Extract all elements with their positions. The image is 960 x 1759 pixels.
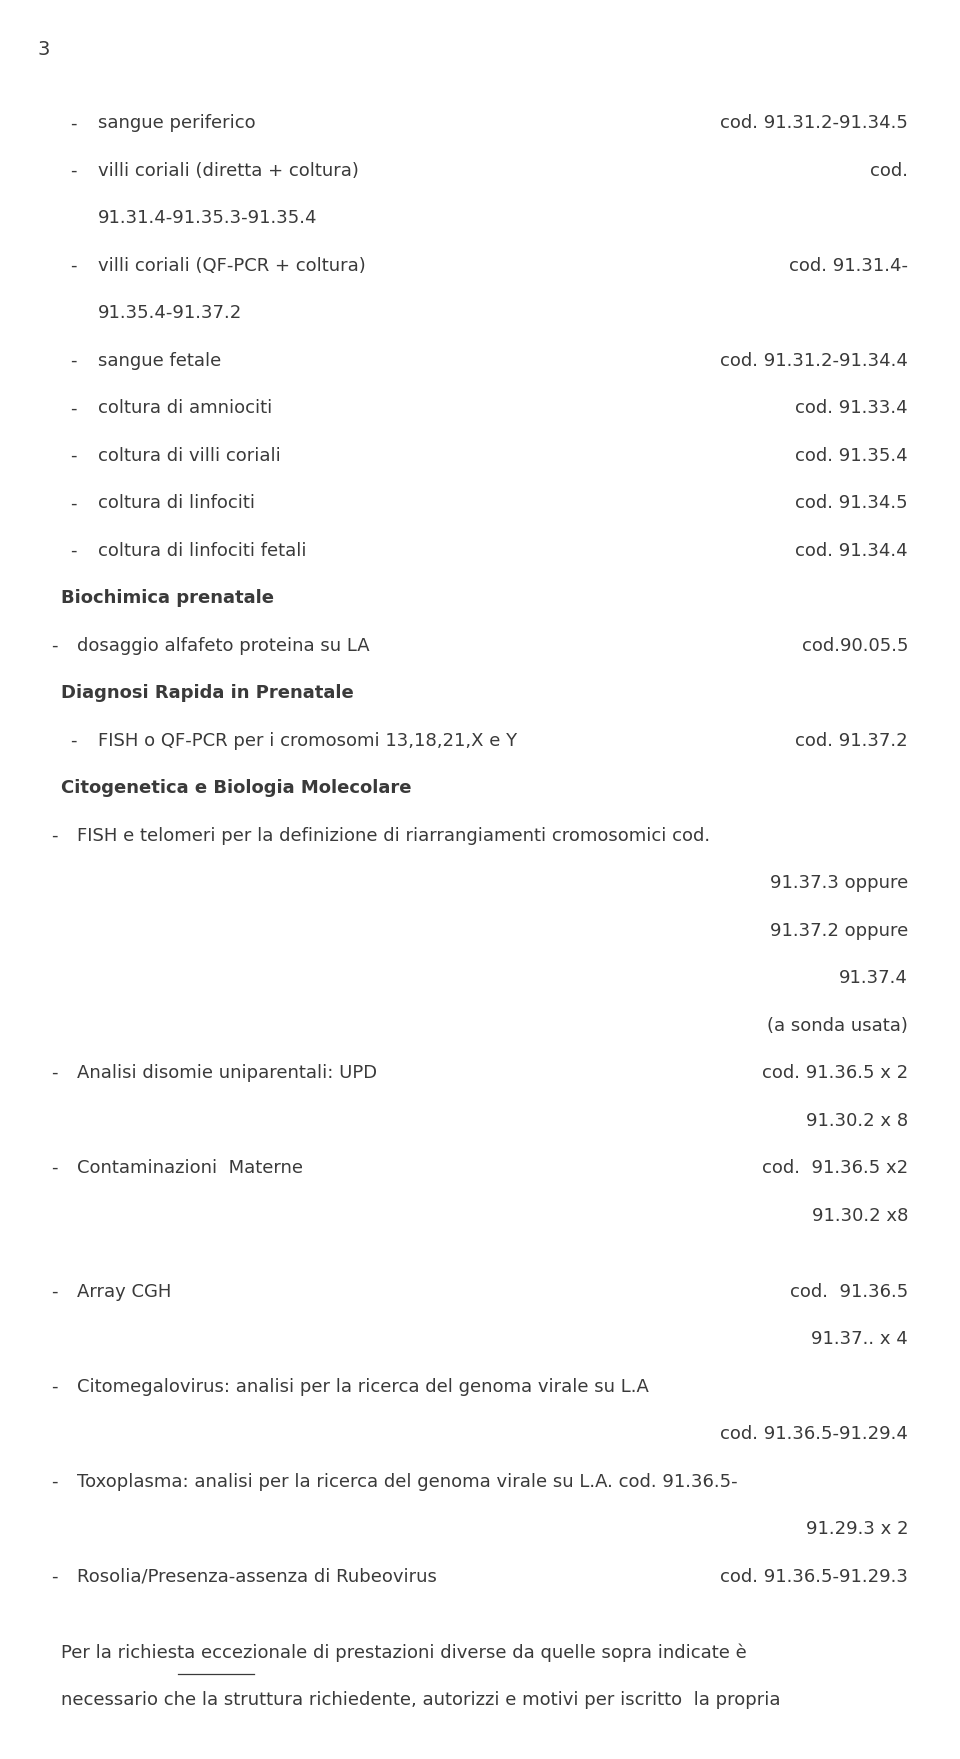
Text: -: - — [52, 1567, 58, 1585]
Text: coltura di villi coriali: coltura di villi coriali — [98, 447, 281, 464]
Text: -: - — [70, 162, 77, 179]
Text: cod. 91.31.4-: cod. 91.31.4- — [789, 257, 908, 274]
Text: cod. 91.31.2-91.34.4: cod. 91.31.2-91.34.4 — [720, 352, 908, 369]
Text: -: - — [70, 257, 77, 274]
Text: Analisi disomie uniparentali: UPD: Analisi disomie uniparentali: UPD — [77, 1064, 377, 1082]
Text: cod.  91.36.5: cod. 91.36.5 — [790, 1282, 908, 1300]
Text: sangue periferico: sangue periferico — [98, 114, 256, 132]
Text: Contaminazioni  Materne: Contaminazioni Materne — [77, 1159, 302, 1177]
Text: FISH o QF-PCR per i cromosomi 13,18,21,X e Y: FISH o QF-PCR per i cromosomi 13,18,21,X… — [98, 732, 517, 749]
Text: necessario che la struttura richiedente, autorizzi e motivi per iscritto  la pro: necessario che la struttura richiedente,… — [60, 1690, 780, 1710]
Text: -: - — [52, 1377, 58, 1395]
Text: -: - — [52, 1064, 58, 1082]
Text: -: - — [52, 1159, 58, 1177]
Text: cod. 91.36.5-91.29.4: cod. 91.36.5-91.29.4 — [720, 1425, 908, 1442]
Text: Toxoplasma: analisi per la ricerca del genoma virale su L.A. cod. 91.36.5-: Toxoplasma: analisi per la ricerca del g… — [77, 1472, 737, 1490]
Text: cod. 91.34.4: cod. 91.34.4 — [796, 542, 908, 559]
Text: FISH e telomeri per la definizione di riarrangiamenti cromosomici cod.: FISH e telomeri per la definizione di ri… — [77, 827, 709, 844]
Text: 91.37.3 oppure: 91.37.3 oppure — [770, 874, 908, 892]
Text: cod.90.05.5: cod.90.05.5 — [802, 637, 908, 654]
Text: -: - — [70, 494, 77, 512]
Text: -: - — [70, 114, 77, 132]
Text: cod. 91.36.5-91.29.3: cod. 91.36.5-91.29.3 — [720, 1567, 908, 1585]
Text: Rosolia/Presenza-assenza di Rubeovirus: Rosolia/Presenza-assenza di Rubeovirus — [77, 1567, 437, 1585]
Text: (a sonda usata): (a sonda usata) — [767, 1017, 908, 1034]
Text: cod. 91.36.5 x 2: cod. 91.36.5 x 2 — [762, 1064, 908, 1082]
Text: 91.35.4-91.37.2: 91.35.4-91.37.2 — [98, 304, 243, 322]
Text: 91.29.3 x 2: 91.29.3 x 2 — [805, 1520, 908, 1537]
Text: Per la richiesta eccezionale di prestazioni diverse da quelle sopra indicate è: Per la richiesta eccezionale di prestazi… — [60, 1643, 747, 1662]
Text: Citogenetica e Biologia Molecolare: Citogenetica e Biologia Molecolare — [60, 779, 411, 797]
Text: cod. 91.33.4: cod. 91.33.4 — [796, 399, 908, 417]
Text: cod.: cod. — [870, 162, 908, 179]
Text: coltura di amniociti: coltura di amniociti — [98, 399, 273, 417]
Text: Biochimica prenatale: Biochimica prenatale — [60, 589, 274, 607]
Text: sangue fetale: sangue fetale — [98, 352, 222, 369]
Text: dosaggio alfafeto proteina su LA: dosaggio alfafeto proteina su LA — [77, 637, 370, 654]
Text: -: - — [52, 1282, 58, 1300]
Text: Array CGH: Array CGH — [77, 1282, 171, 1300]
Text: 91.30.2 x 8: 91.30.2 x 8 — [806, 1112, 908, 1129]
Text: Citomegalovirus: analisi per la ricerca del genoma virale su L.A: Citomegalovirus: analisi per la ricerca … — [77, 1377, 649, 1395]
Text: villi coriali (QF-PCR + coltura): villi coriali (QF-PCR + coltura) — [98, 257, 366, 274]
Text: villi coriali (diretta + coltura): villi coriali (diretta + coltura) — [98, 162, 359, 179]
Text: 91.37.. x 4: 91.37.. x 4 — [811, 1330, 908, 1347]
Text: -: - — [70, 399, 77, 417]
Text: 91.37.2 oppure: 91.37.2 oppure — [770, 922, 908, 939]
Text: cod. 91.35.4: cod. 91.35.4 — [796, 447, 908, 464]
Text: -: - — [52, 1472, 58, 1490]
Text: Diagnosi Rapida in Prenatale: Diagnosi Rapida in Prenatale — [60, 684, 353, 702]
Text: 91.31.4-91.35.3-91.35.4: 91.31.4-91.35.3-91.35.4 — [98, 209, 318, 227]
Text: -: - — [70, 732, 77, 749]
Text: 3: 3 — [37, 40, 50, 60]
Text: cod. 91.31.2-91.34.5: cod. 91.31.2-91.34.5 — [720, 114, 908, 132]
Text: -: - — [70, 447, 77, 464]
Text: -: - — [70, 542, 77, 559]
Text: coltura di linfociti: coltura di linfociti — [98, 494, 255, 512]
Text: cod. 91.34.5: cod. 91.34.5 — [796, 494, 908, 512]
Text: 91.37.4: 91.37.4 — [839, 969, 908, 987]
Text: -: - — [52, 827, 58, 844]
Text: 91.30.2 x8: 91.30.2 x8 — [812, 1207, 908, 1224]
Text: coltura di linfociti fetali: coltura di linfociti fetali — [98, 542, 307, 559]
Text: -: - — [52, 637, 58, 654]
Text: -: - — [70, 352, 77, 369]
Text: cod. 91.37.2: cod. 91.37.2 — [796, 732, 908, 749]
Text: cod.  91.36.5 x2: cod. 91.36.5 x2 — [762, 1159, 908, 1177]
